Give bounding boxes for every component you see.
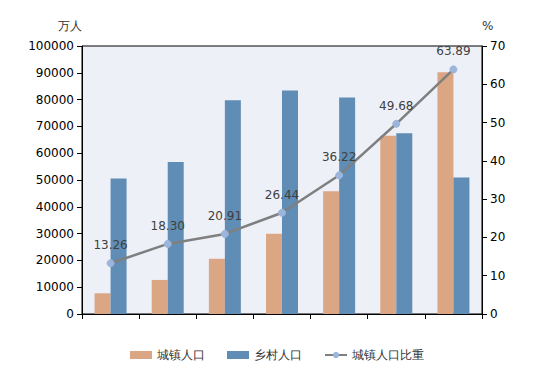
svg-text:60000: 60000 [36, 146, 74, 160]
svg-text:100000: 100000 [28, 39, 74, 53]
svg-text:20: 20 [490, 230, 505, 244]
svg-text:18.30: 18.30 [151, 219, 185, 233]
svg-text:城镇人口比重: 城镇人口比重 [351, 348, 424, 362]
svg-text:13.26: 13.26 [93, 238, 127, 252]
svg-text:40: 40 [490, 154, 505, 168]
svg-text:0: 0 [490, 307, 498, 321]
svg-text:30000: 30000 [36, 227, 74, 241]
svg-text:30: 30 [490, 192, 505, 206]
svg-text:%: % [482, 19, 493, 33]
svg-text:20000: 20000 [36, 253, 74, 267]
svg-text:50: 50 [490, 116, 505, 130]
svg-text:城镇人口: 城镇人口 [156, 348, 205, 362]
svg-text:万人: 万人 [58, 19, 82, 33]
svg-text:10000: 10000 [36, 280, 74, 294]
svg-text:乡村人口: 乡村人口 [254, 348, 302, 362]
svg-text:50000: 50000 [36, 173, 74, 187]
svg-text:63.89: 63.89 [436, 44, 470, 58]
svg-text:36.22: 36.22 [322, 150, 356, 164]
svg-text:20.91: 20.91 [208, 209, 242, 223]
svg-text:40000: 40000 [36, 200, 74, 214]
svg-text:90000: 90000 [36, 66, 74, 80]
svg-text:70000: 70000 [36, 119, 74, 133]
svg-text:26.44: 26.44 [265, 188, 299, 202]
svg-text:49.68: 49.68 [379, 99, 413, 113]
svg-text:60: 60 [490, 77, 505, 91]
svg-text:70: 70 [490, 39, 505, 53]
svg-text:80000: 80000 [36, 93, 74, 107]
svg-text:0: 0 [66, 307, 74, 321]
svg-text:10: 10 [490, 269, 505, 283]
